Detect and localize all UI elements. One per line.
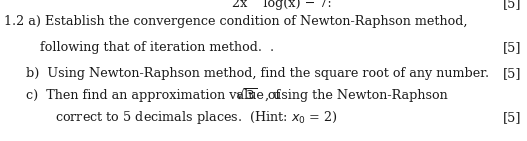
Text: , using the Newton-Raphson: , using the Newton-Raphson	[265, 89, 447, 102]
Text: $\sqrt{3}$: $\sqrt{3}$	[235, 87, 257, 103]
Text: [5]: [5]	[503, 112, 522, 125]
Text: [5]: [5]	[503, 68, 522, 81]
Text: [5]: [5]	[503, 41, 522, 55]
Text: correct to 5 decimals places.  (Hint: $x_0$ = 2): correct to 5 decimals places. (Hint: $x_…	[55, 110, 338, 126]
Text: [5]: [5]	[503, 0, 522, 10]
Text: 1.2 a) Establish the convergence condition of Newton-Raphson method,: 1.2 a) Establish the convergence conditi…	[4, 16, 468, 28]
Text: following that of iteration method.  .: following that of iteration method. .	[40, 41, 274, 55]
Text: 2x    log(x) − 7:: 2x log(x) − 7:	[232, 0, 331, 10]
Text: b)  Using Newton-Raphson method, find the square root of any number.: b) Using Newton-Raphson method, find the…	[26, 68, 490, 81]
Text: c)  Then find an approximation value of: c) Then find an approximation value of	[26, 89, 285, 102]
